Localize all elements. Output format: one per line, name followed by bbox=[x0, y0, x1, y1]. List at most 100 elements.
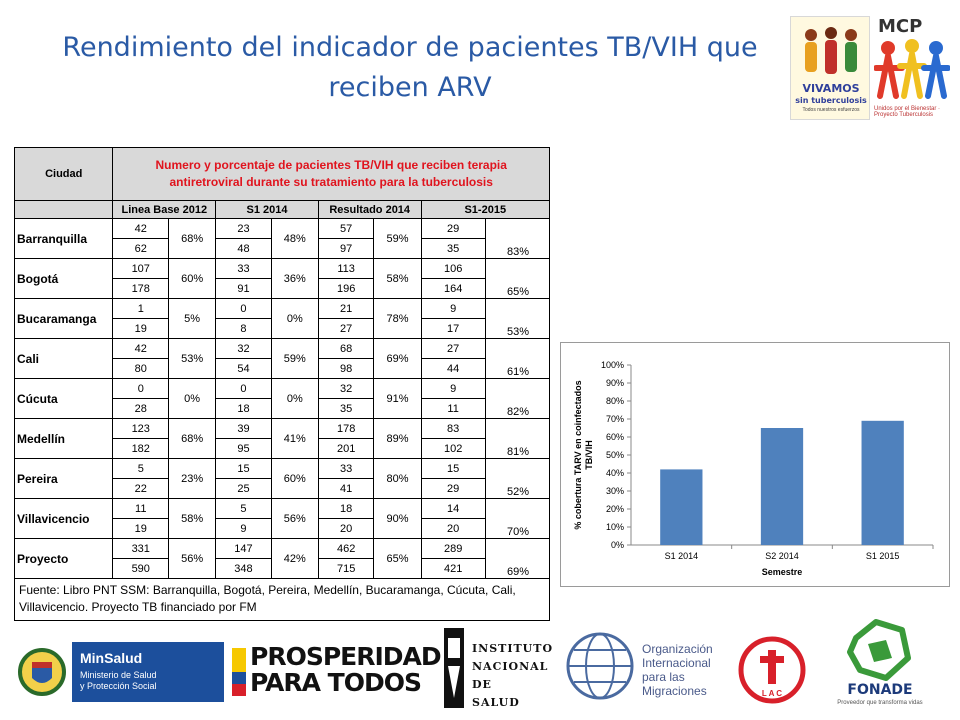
s1-2015-denominator: 164 bbox=[420, 278, 486, 299]
resultado-2014-denominator: 27 bbox=[317, 318, 375, 339]
title-line-2: reciben ARV bbox=[328, 72, 492, 103]
s1-2015-denominator: 20 bbox=[420, 518, 486, 539]
table-row: 182 95 201 102 bbox=[15, 438, 550, 459]
s1-2015-numerator: 14 bbox=[420, 498, 486, 519]
coverage-chart: 0% 10% 20% 30% 40% 50% 60% 70% 80% 90% 100% S1 2014… bbox=[560, 342, 950, 587]
linea-base-numerator: 1 bbox=[112, 298, 170, 319]
mcp-wordmark: MCP bbox=[878, 16, 923, 37]
mcp-logo: MCP Unidos por el Bienestar · Proyecto T… bbox=[870, 14, 952, 122]
y-tick-label: 70% bbox=[606, 414, 624, 424]
y-tick-label: 20% bbox=[606, 504, 624, 514]
city-cell: Bucaramanga bbox=[13, 298, 114, 339]
s1-2015-denominator: 421 bbox=[420, 558, 486, 579]
mcp-tagline: Unidos por el Bienestar · Proyecto Tuber… bbox=[874, 106, 941, 118]
bar bbox=[861, 420, 904, 545]
s1-2014-denominator: 54 bbox=[215, 358, 272, 379]
linked-figures-icon bbox=[874, 39, 950, 99]
s1-2014-numerator: 32 bbox=[215, 338, 272, 359]
city-cell: Medellín bbox=[13, 418, 114, 459]
flag-bars-icon bbox=[232, 648, 246, 696]
linea-base-numerator: 0 bbox=[112, 378, 170, 399]
resultado-2014-denominator: 20 bbox=[317, 518, 375, 539]
fonade-tagline: Proveedor que transforma vidas bbox=[837, 700, 923, 706]
city-cell: Pereira bbox=[13, 458, 114, 499]
s1-2015-numerator: 15 bbox=[420, 458, 486, 479]
y-tick-label: 0% bbox=[611, 540, 624, 550]
s1-2014-denominator: 348 bbox=[215, 558, 272, 579]
s1-2015-numerator: 83 bbox=[420, 418, 486, 439]
y-tick-label: 90% bbox=[606, 378, 624, 388]
linea-base-numerator: 5 bbox=[112, 458, 170, 479]
x-axis-label: Semestre bbox=[762, 567, 803, 577]
minsalud-logo: MinSalud Ministerio de Salud y Protecció… bbox=[14, 642, 224, 706]
header-linea-base: Linea Base 2012 bbox=[112, 200, 217, 219]
resultado-2014-numerator: 462 bbox=[317, 538, 375, 559]
header-s1-2014: S1 2014 bbox=[215, 200, 319, 219]
linea-base-numerator: 42 bbox=[112, 338, 170, 359]
bar bbox=[660, 469, 703, 545]
table-source: Fuente: Libro PNT SSM: Barranquilla, Bog… bbox=[14, 578, 550, 621]
people-icon bbox=[805, 27, 857, 74]
table-row: Medellín 123 68% 39 41% 178 89% 83 81% bbox=[13, 418, 551, 459]
linea-base-denominator: 19 bbox=[112, 518, 170, 539]
bar bbox=[760, 428, 804, 545]
s1-2015-percent: 52% bbox=[484, 458, 551, 499]
s1-2015-denominator: 29 bbox=[420, 478, 486, 499]
table-row: 19 8 27 17 bbox=[15, 318, 550, 339]
s1-2015-numerator: 9 bbox=[420, 298, 486, 319]
resultado-2014-denominator: 201 bbox=[317, 438, 375, 459]
resultado-2014-percent: 58% bbox=[373, 258, 422, 299]
s1-2015-numerator: 9 bbox=[420, 378, 486, 399]
s1-2014-denominator: 18 bbox=[215, 398, 272, 419]
linea-base-percent: 68% bbox=[168, 418, 217, 459]
minsalud-title: MinSalud bbox=[80, 650, 143, 666]
s1-2014-numerator: 39 bbox=[215, 418, 272, 439]
s1-2014-percent: 60% bbox=[270, 458, 319, 499]
s1-2014-denominator: 48 bbox=[215, 238, 272, 259]
s1-2014-denominator: 9 bbox=[215, 518, 272, 539]
s1-2014-numerator: 0 bbox=[215, 298, 272, 319]
linea-base-numerator: 107 bbox=[112, 258, 170, 279]
table-row: Cúcuta 0 0% 0 0% 32 91% 9 82% bbox=[13, 378, 551, 419]
partner-logos: MinSalud Ministerio de Salud y Protecció… bbox=[0, 618, 960, 720]
resultado-2014-denominator: 35 bbox=[317, 398, 375, 419]
table-row: 19 9 20 20 bbox=[15, 518, 550, 539]
s1-2014-numerator: 147 bbox=[215, 538, 272, 559]
y-tick-label: 40% bbox=[606, 468, 624, 478]
resultado-2014-numerator: 68 bbox=[317, 338, 375, 359]
y-tick-label: 80% bbox=[606, 396, 624, 406]
x-tick-label: S1 2015 bbox=[866, 551, 900, 561]
y-tick-label: 60% bbox=[606, 432, 624, 442]
s1-2014-numerator: 5 bbox=[215, 498, 272, 519]
y-tick-label: 100% bbox=[601, 360, 624, 370]
linea-base-denominator: 182 bbox=[112, 438, 170, 459]
s1-2014-percent: 36% bbox=[270, 258, 319, 299]
resultado-2014-numerator: 113 bbox=[317, 258, 375, 279]
s1-2014-denominator: 8 bbox=[215, 318, 272, 339]
x-tick-label: S2 2014 bbox=[765, 551, 799, 561]
resultado-2014-percent: 78% bbox=[373, 298, 422, 339]
linea-base-percent: 0% bbox=[168, 378, 217, 419]
linea-base-percent: 23% bbox=[168, 458, 217, 499]
s1-2014-numerator: 0 bbox=[215, 378, 272, 399]
resultado-2014-numerator: 32 bbox=[317, 378, 375, 399]
s1-2014-percent: 56% bbox=[270, 498, 319, 539]
table-row: Bogotá 107 60% 33 36% 113 58% 106 65% bbox=[13, 258, 551, 299]
lac-logo: L A C bbox=[738, 636, 806, 704]
y-axis-label: % cobertura TARV en coinfectadosTB/VIH bbox=[573, 380, 594, 529]
s1-2014-numerator: 23 bbox=[215, 218, 272, 239]
linea-base-denominator: 19 bbox=[112, 318, 170, 339]
resultado-2014-percent: 89% bbox=[373, 418, 422, 459]
y-tick-label: 10% bbox=[606, 522, 624, 532]
s1-2015-denominator: 11 bbox=[420, 398, 486, 419]
s1-2014-percent: 42% bbox=[270, 538, 319, 579]
oim-wordmark: Organización Internacional para las Migr… bbox=[642, 642, 713, 698]
oim-logo: Organización Internacional para las Migr… bbox=[564, 630, 724, 710]
lac-letters: L A C bbox=[762, 689, 782, 698]
header-s1-2015: S1-2015 bbox=[420, 200, 551, 219]
table-row: Pereira 5 23% 15 60% 33 80% 15 52% bbox=[13, 458, 551, 499]
linea-base-percent: 60% bbox=[168, 258, 217, 299]
linea-base-numerator: 42 bbox=[112, 218, 170, 239]
tarv-table: Ciudad Numero y porcentaje de pacientes … bbox=[13, 147, 551, 621]
s1-2015-percent: 61% bbox=[484, 338, 551, 379]
